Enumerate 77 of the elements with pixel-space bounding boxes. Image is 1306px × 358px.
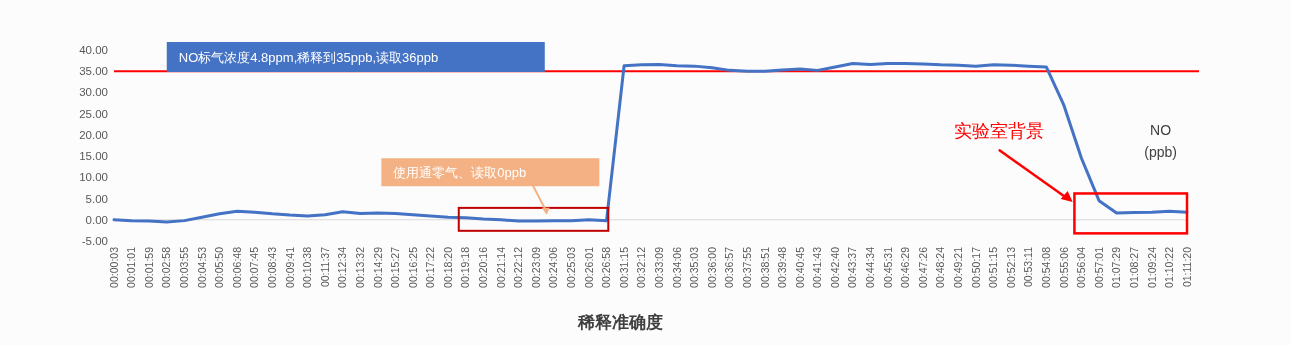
x-tick-label: 00:42:40 (828, 246, 841, 288)
x-tick-label: 00:03:55 (178, 246, 191, 288)
text: 稀释准确度 (577, 313, 663, 332)
x-tick-label: 00:00:03 (107, 246, 120, 288)
x-tick-label: 00:40:45 (793, 246, 806, 288)
x-tick-label: 00:47:26 (916, 246, 929, 288)
x-tick-label: 00:10:38 (301, 246, 314, 288)
y-axis-title: NO (ppb) (1144, 121, 1177, 160)
x-tick-label: 00:06:48 (230, 246, 243, 288)
x-tick-label: 01:08:27 (1127, 246, 1140, 288)
x-tick-label: 00:34:06 (670, 246, 683, 288)
y-tick-label: 30.00 (79, 86, 108, 99)
x-tick-label: 00:26:58 (600, 246, 613, 288)
y-tick-label: 15.00 (79, 150, 108, 163)
x-tick-label: 00:07:45 (248, 246, 261, 288)
x-tick-label: 00:19:18 (459, 246, 472, 288)
x-tick-label: 00:01:01 (125, 246, 138, 288)
x-tick-label: 00:36:57 (723, 246, 736, 288)
x-tick-label: 00:01:59 (142, 246, 155, 288)
y-tick-label: 40.00 (79, 44, 108, 57)
x-tick-label: 00:33:09 (652, 246, 665, 288)
y-tick-label: 10.00 (79, 171, 108, 184)
x-tick-label: 00:44:34 (864, 246, 877, 288)
x-tick-label: 00:31:15 (617, 246, 630, 288)
x-tick-label: 00:45:31 (881, 246, 894, 288)
x-tick-label: 00:22:12 (512, 246, 525, 288)
x-tick-label: 01:11:20 (1180, 246, 1193, 288)
x-tick-label: 00:37:55 (740, 246, 753, 288)
x-tick-label: 00:02:58 (160, 246, 173, 288)
y-tick-label: -5.00 (81, 235, 108, 248)
x-tick-label: 00:24:06 (547, 246, 560, 288)
x-tick-label: 00:13:32 (353, 246, 366, 288)
x-tick-label: 00:52:13 (1004, 246, 1017, 288)
x-tick-label: 00:12:34 (336, 246, 349, 288)
x-tick-label: 00:23:09 (529, 246, 542, 288)
x-tick-label: 01:07:29 (1110, 246, 1123, 288)
y-tick-label: 20.00 (79, 128, 108, 141)
annotation: 使用通零气、读取0ppb (393, 164, 527, 180)
y-tick-label: 5.00 (85, 192, 108, 205)
x-tick-label: 00:57:01 (1092, 246, 1105, 288)
y-tick-label: 25.00 (79, 107, 108, 120)
x-tick-label: 00:26:01 (582, 246, 595, 288)
ref-line-label: NO标气浓度4.8ppm,稀释到35ppb,读取36ppb (178, 49, 439, 65)
x-tick-label: 00:39:48 (776, 246, 789, 288)
x-tick-label: 00:18:20 (441, 246, 454, 288)
x-tick-label: 00:17:22 (424, 246, 437, 288)
x-tick-label: 00:50:17 (969, 246, 982, 288)
x-tick-label: 00:09:41 (283, 246, 296, 288)
x-tick-label: 00:16:25 (406, 246, 419, 288)
x-tick-label: 00:08:43 (265, 246, 278, 288)
x-tick-label: 00:38:51 (758, 246, 771, 288)
x-tick-label: 00:49:21 (952, 246, 964, 288)
x-tick-label: 00:21:14 (494, 246, 507, 288)
x-tick-label: 00:05:50 (213, 246, 226, 288)
x-tick-label: 01:10:22 (1163, 246, 1176, 288)
x-tick-label: 00:36:00 (705, 246, 718, 288)
x-tick-label: 00:15:27 (389, 246, 402, 288)
x-tick-label: 00:11:37 (318, 246, 331, 288)
x-tick-label: 01:09:24 (1145, 246, 1158, 288)
x-tick-label: 00:04:53 (195, 246, 208, 288)
x-tick-label: 00:48:24 (934, 246, 947, 288)
x-tick-label: 00:41:43 (811, 246, 824, 288)
x-tick-label: 00:35:03 (688, 246, 701, 288)
x-tick-label: 00:55:06 (1057, 246, 1070, 288)
x-tick-label: 00:25:03 (565, 246, 578, 288)
x-tick-label: 00:32:12 (635, 246, 648, 288)
annotation: 实验室背景 (953, 121, 1044, 142)
x-tick-label: 00:14:29 (371, 246, 384, 288)
y-tick-label: 0.00 (85, 213, 108, 226)
y-tick-label: 35.00 (79, 65, 108, 78)
x-tick-label: 00:51:15 (987, 246, 1000, 288)
x-tick-label: 00:53:11 (1022, 246, 1035, 288)
x-tick-label: 00:46:29 (899, 246, 912, 288)
x-tick-label: 00:43:37 (846, 246, 859, 288)
x-tick-label: 00:20:16 (477, 246, 490, 288)
x-tick-label: 00:54:08 (1039, 246, 1052, 288)
x-tick-label: 00:56:04 (1075, 246, 1088, 288)
